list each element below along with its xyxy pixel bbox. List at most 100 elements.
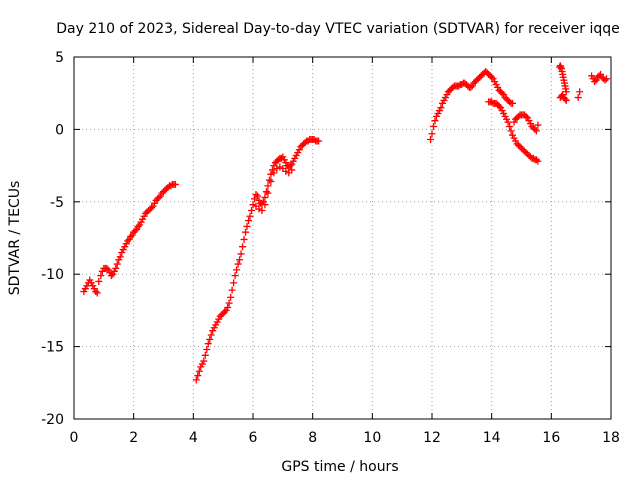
data-point bbox=[509, 99, 517, 107]
y-tick-label: -15 bbox=[41, 340, 64, 356]
data-point bbox=[288, 166, 296, 174]
data-point bbox=[195, 367, 203, 375]
data-point bbox=[576, 88, 584, 96]
data-point bbox=[522, 112, 530, 120]
data-point bbox=[428, 130, 436, 138]
data-point bbox=[574, 94, 582, 102]
data-point bbox=[224, 304, 232, 312]
data-point bbox=[207, 331, 215, 339]
data-point bbox=[194, 372, 202, 380]
data-point bbox=[231, 272, 239, 280]
data-point bbox=[264, 189, 272, 197]
x-tick-label: 18 bbox=[602, 430, 620, 446]
data-point bbox=[116, 253, 124, 261]
plot-frame bbox=[73, 56, 612, 420]
data-point bbox=[286, 162, 294, 170]
data-point bbox=[561, 95, 569, 103]
y-tick-label: 0 bbox=[55, 122, 64, 138]
data-point bbox=[134, 222, 142, 230]
data-point bbox=[267, 178, 275, 186]
data-point bbox=[601, 76, 609, 84]
y-axis-label: SDTVAR / TECUs bbox=[7, 181, 23, 296]
data-point bbox=[192, 376, 200, 384]
y-tick-label: 5 bbox=[55, 50, 64, 66]
x-tick-label: 0 bbox=[70, 430, 79, 446]
data-point bbox=[201, 351, 209, 359]
data-point bbox=[237, 250, 245, 258]
data-point bbox=[240, 235, 248, 243]
data-point bbox=[243, 222, 251, 230]
data-point bbox=[256, 199, 264, 207]
data-point bbox=[242, 228, 250, 236]
data-point bbox=[276, 163, 284, 171]
data-point bbox=[252, 191, 260, 199]
series-segment-1 bbox=[80, 180, 179, 297]
y-tick-label: -5 bbox=[50, 195, 64, 211]
data-point bbox=[591, 78, 599, 86]
data-point bbox=[92, 288, 100, 296]
data-point bbox=[495, 102, 503, 110]
data-point bbox=[124, 237, 132, 245]
y-tick-label: -20 bbox=[41, 412, 64, 428]
data-point bbox=[258, 206, 266, 214]
data-point bbox=[261, 193, 269, 201]
chart-title: Day 210 of 2023, Sidereal Day-to-day VTE… bbox=[56, 21, 620, 37]
data-point bbox=[532, 127, 540, 135]
data-point bbox=[253, 192, 261, 200]
data-point bbox=[239, 243, 247, 251]
y-tick-label: -10 bbox=[41, 267, 64, 283]
data-point bbox=[507, 127, 515, 135]
data-point bbox=[429, 123, 437, 131]
data-point bbox=[310, 136, 318, 144]
data-point bbox=[562, 96, 570, 104]
x-tick-label: 14 bbox=[483, 430, 501, 446]
data-point bbox=[204, 340, 212, 348]
data-point bbox=[200, 357, 208, 365]
data-point bbox=[532, 156, 540, 164]
data-point bbox=[227, 293, 235, 301]
series-segment-2 bbox=[192, 136, 323, 384]
x-tick-label: 16 bbox=[542, 430, 560, 446]
data-point bbox=[262, 188, 270, 196]
x-tick-label: 10 bbox=[363, 430, 381, 446]
data-point bbox=[97, 272, 105, 280]
data-point bbox=[167, 182, 175, 190]
data-point bbox=[534, 121, 542, 129]
data-point bbox=[206, 335, 214, 343]
data-point bbox=[498, 89, 506, 97]
data-point bbox=[103, 264, 111, 272]
data-point bbox=[506, 123, 514, 131]
x-tick-label: 8 bbox=[308, 430, 317, 446]
data-point bbox=[95, 277, 103, 285]
data-point bbox=[603, 75, 611, 83]
data-point bbox=[228, 286, 236, 294]
series-segment-3 bbox=[427, 67, 542, 165]
data-point bbox=[562, 88, 570, 96]
data-point bbox=[249, 201, 257, 209]
data-point bbox=[437, 104, 445, 112]
data-point bbox=[113, 260, 121, 268]
data-point bbox=[274, 156, 282, 164]
data-point bbox=[112, 264, 120, 272]
x-tick-label: 12 bbox=[423, 430, 441, 446]
data-point bbox=[236, 256, 244, 264]
data-point bbox=[261, 201, 269, 209]
data-point bbox=[301, 138, 309, 146]
data-point bbox=[531, 125, 539, 133]
data-point bbox=[203, 345, 211, 353]
data-point bbox=[171, 180, 179, 188]
data-point bbox=[127, 233, 135, 241]
data-point bbox=[449, 83, 457, 91]
data-point bbox=[315, 137, 323, 145]
data-point bbox=[234, 260, 242, 268]
data-point bbox=[504, 118, 512, 126]
data-point bbox=[246, 212, 254, 220]
data-point bbox=[221, 308, 229, 316]
data-point bbox=[270, 169, 278, 177]
data-point bbox=[488, 73, 496, 81]
data-point bbox=[265, 176, 273, 184]
grid bbox=[74, 57, 611, 419]
data-point bbox=[148, 204, 156, 212]
data-point bbox=[427, 136, 435, 144]
